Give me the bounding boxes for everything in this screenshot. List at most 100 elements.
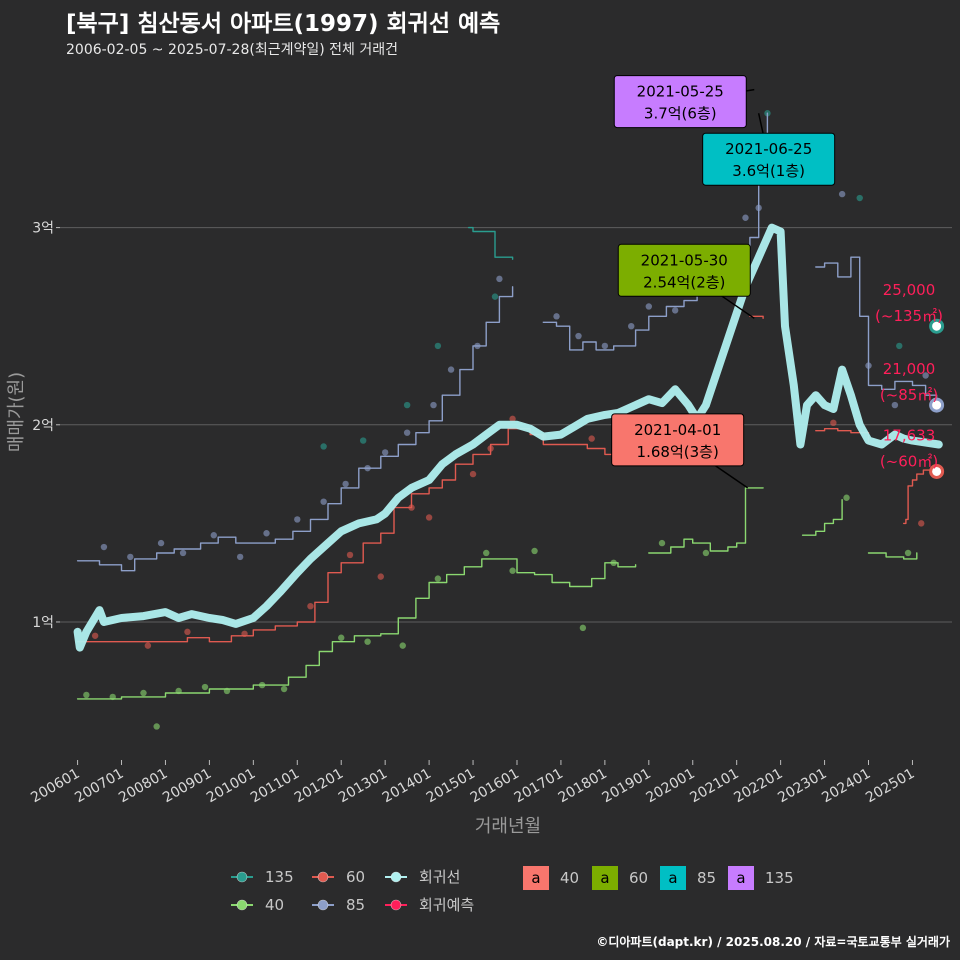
legend-label-swatch [660,866,686,890]
legend: 135 60 회귀선 40 85 회귀예측 a 40 a 60 a 85 a 135 [231,866,794,914]
scatter-point [346,551,354,559]
forecast-value-label: 25,000 [883,281,936,299]
scatter-point [127,553,134,561]
legend-point-key [317,871,329,883]
legend-point-key [390,899,402,911]
scatter-point [896,342,903,350]
scatter-point [891,401,899,409]
legend-label-symbol: a [600,869,609,887]
forecast-area-label: (~135㎡) [875,307,943,325]
x-tick-label: 201201 [292,766,346,807]
annotation-box-135 [613,75,747,129]
scatter-point [671,307,679,314]
scatter-point [838,190,846,198]
x-tick-label: 202401 [819,766,873,807]
scatter-point [856,194,863,202]
forecast-value-label: 17,633 [883,426,936,444]
scatter-point [91,632,99,639]
scatter-point [742,214,749,221]
forecast-points: 25,000 (~135㎡) 21,000 (~85㎡) 17,633 (~60㎡) [875,281,945,479]
legend-label-symbol: a [531,869,540,887]
scatter-point [483,549,490,557]
scatter-point [904,549,912,557]
annotation-price: 1.68억(3층) [637,443,719,461]
chart-subtitle: 2006-02-05 ~ 2025-07-28(최근계약일) 전체 거래건 [66,42,398,58]
forecast-point [929,318,945,334]
x-tick-label: 201001 [204,766,258,807]
scatter-point [157,539,165,547]
scatter-point [280,685,288,693]
x-tick-label: 201701 [512,766,566,807]
scatter-point [179,549,187,557]
scatter-point [579,624,587,632]
scatter-point [509,567,516,574]
scatter-point [140,689,147,697]
scatter-point [496,275,503,283]
x-tick-label: 202501 [863,766,917,807]
scatter-point [83,691,90,699]
series-line-회귀선 [73,223,943,652]
y-tick-label: 2억 [32,418,54,434]
scatter-point [509,415,516,423]
legend-label: 135 [265,868,294,886]
series-line-135 [468,226,514,260]
x-tick-label: 201501 [424,766,478,807]
scatter-point [575,332,582,340]
legend-label: 85 [346,896,365,914]
source-caption: ©디아파트(dapt.kr) / 2025.08.20 / 자료=국토교통부 실… [596,935,950,949]
forecast-value-label: 21,000 [883,360,936,378]
series-lines [73,112,943,700]
scatter-point [658,539,666,547]
scatter-point [628,322,635,330]
scatter-point [184,628,191,636]
scatter-point [403,401,411,409]
annotation-date: 2021-06-25 [725,140,812,158]
annotation-box-60 [617,243,751,297]
scatter-point [377,573,384,580]
annotation-box-85 [702,132,836,186]
scatter-point [491,293,499,300]
scatter-point [399,642,406,649]
legend-label-symbol: a [736,869,745,887]
series-line-85 [76,286,514,572]
scatter-point [434,575,442,582]
x-tick-label: 201801 [556,766,610,807]
scatter-point [338,634,345,641]
annotation-price: 3.6억(1층) [732,162,805,180]
legend-point-key [390,871,402,883]
legend-label: 85 [697,869,716,887]
x-tick-label: 202001 [643,766,697,807]
forecast-area-label: (~85㎡) [880,386,938,404]
scatter-point [381,449,389,456]
series-line-40 [76,558,637,700]
scatter-point [364,638,371,645]
x-tick-label: 202301 [775,766,829,807]
scatter-point [294,516,301,523]
legend-point-key [317,899,329,911]
annotation-date: 2021-04-01 [634,421,721,439]
scatter-point [342,480,349,488]
x-tick-label: 201101 [248,766,302,807]
series-line-60 [749,315,764,319]
annotation-date: 2021-05-30 [641,251,728,269]
x-axis-title: 거래년월 [475,816,541,837]
legend-label: 회귀선 [419,868,460,886]
series-line-85 [815,256,938,406]
scatter-point [201,683,209,691]
scatter-point [210,532,217,539]
y-tick-label: 3억 [32,221,54,237]
scatter-point [588,435,595,442]
forecast-point [929,463,945,479]
scatter-point [403,429,411,436]
x-tick-label: 201401 [380,766,434,807]
y-axis-title: 매매가(원) [6,372,27,452]
legend-label-swatch [523,866,549,890]
forecast-area-label: (~60㎡) [880,452,938,470]
scatter-point [263,530,270,537]
scatter-point [922,372,929,379]
series-line-40 [801,499,843,536]
scatter-point [359,437,367,444]
scatter-point [843,494,850,501]
legend-label: 40 [560,869,579,887]
